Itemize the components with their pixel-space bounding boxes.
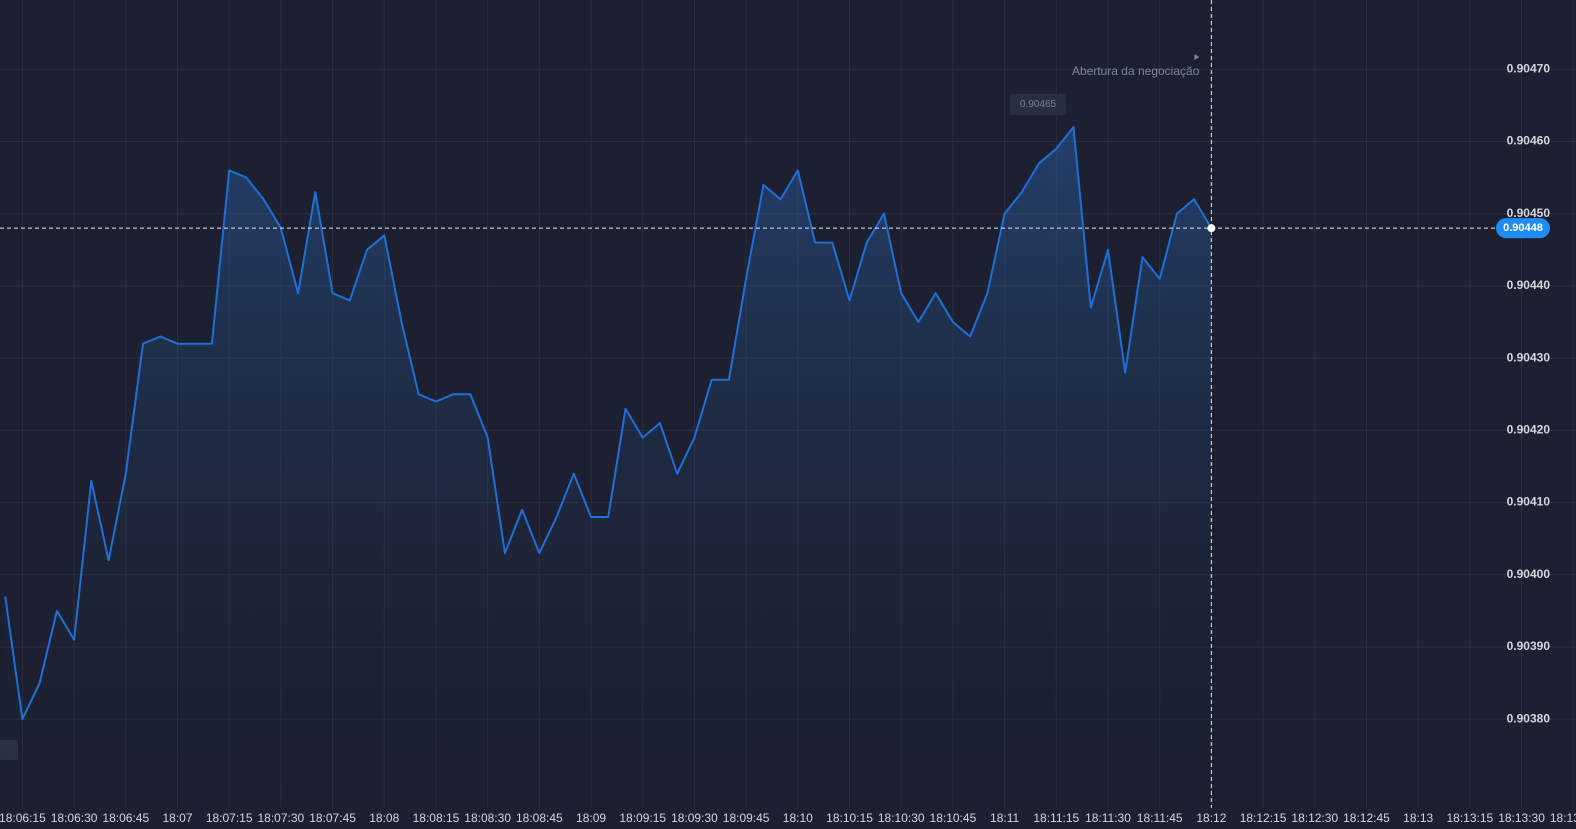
y-tick-label: 0.90440 (1507, 278, 1551, 292)
x-tick-label: 18:08:45 (516, 811, 563, 825)
current-price-badge (1496, 218, 1550, 239)
x-tick-label: 18:07:45 (309, 811, 356, 825)
x-tick-label: 18:11:45 (1137, 811, 1183, 825)
y-tick-label: 0.90470 (1507, 61, 1551, 75)
x-tick-label: 18:06:30 (51, 811, 98, 825)
current-price-label: 0.90448 (1503, 222, 1543, 234)
x-tick-label: 18:12:15 (1240, 811, 1287, 825)
area-fill (5, 127, 1212, 809)
x-tick-label: 18:12:45 (1343, 811, 1390, 825)
price-line (4, 126, 1213, 721)
x-tick-label: 18:09:15 (619, 811, 666, 825)
trade-open-label: Abertura da negociação (1072, 64, 1200, 78)
x-tick-label: 18:11 (990, 811, 1019, 825)
y-tick-label: 0.90380 (1507, 711, 1551, 725)
side-handle[interactable] (0, 740, 18, 760)
x-tick-label: 18:09:45 (723, 811, 770, 825)
x-tick-label: 18:13 (1403, 811, 1433, 825)
x-tick-label: 18:13:45 (1550, 811, 1576, 825)
x-tick-label: 18:10:15 (826, 811, 873, 825)
y-tick-label: 0.90430 (1507, 350, 1551, 364)
x-tick-label: 18:08:30 (464, 811, 511, 825)
x-tick-label: 18:10 (783, 811, 813, 825)
x-tick-label: 18:11:15 (1033, 811, 1079, 825)
current-point (1207, 224, 1216, 233)
y-tick-label: 0.90400 (1507, 567, 1551, 581)
x-tick-label: 18:07:15 (206, 811, 253, 825)
y-tick-label: 0.90460 (1507, 134, 1551, 148)
y-tick-label: 0.90450 (1507, 206, 1551, 220)
x-tick-label: 18:10:30 (878, 811, 925, 825)
x-tick-label: 18:12 (1196, 811, 1226, 825)
x-tick-label: 18:06:45 (102, 811, 149, 825)
x-tick-label: 18:07 (162, 811, 192, 825)
y-tick-label: 0.90420 (1507, 423, 1551, 437)
x-tick-label: 18:09:30 (671, 811, 718, 825)
marker-price-label: 0.90465 (1020, 99, 1057, 110)
x-tick-label: 18:08 (369, 811, 399, 825)
x-tick-label: 18:10:45 (930, 811, 977, 825)
x-tick-label: 18:07:30 (258, 811, 305, 825)
x-tick-label: 18:09 (576, 811, 606, 825)
trade-open-arrow (1194, 54, 1200, 60)
marker-price-badge (1010, 94, 1066, 115)
x-tick-label: 18:06:15 (0, 811, 46, 825)
x-tick-label: 18:12:30 (1291, 811, 1338, 825)
y-tick-label: 0.90390 (1507, 639, 1551, 653)
x-tick-label: 18:13:30 (1498, 811, 1545, 825)
y-tick-label: 0.90410 (1507, 495, 1551, 509)
x-tick-label: 18:08:15 (413, 811, 460, 825)
x-tick-label: 18:11:30 (1085, 811, 1131, 825)
x-tick-label: 18:13:15 (1446, 811, 1493, 825)
